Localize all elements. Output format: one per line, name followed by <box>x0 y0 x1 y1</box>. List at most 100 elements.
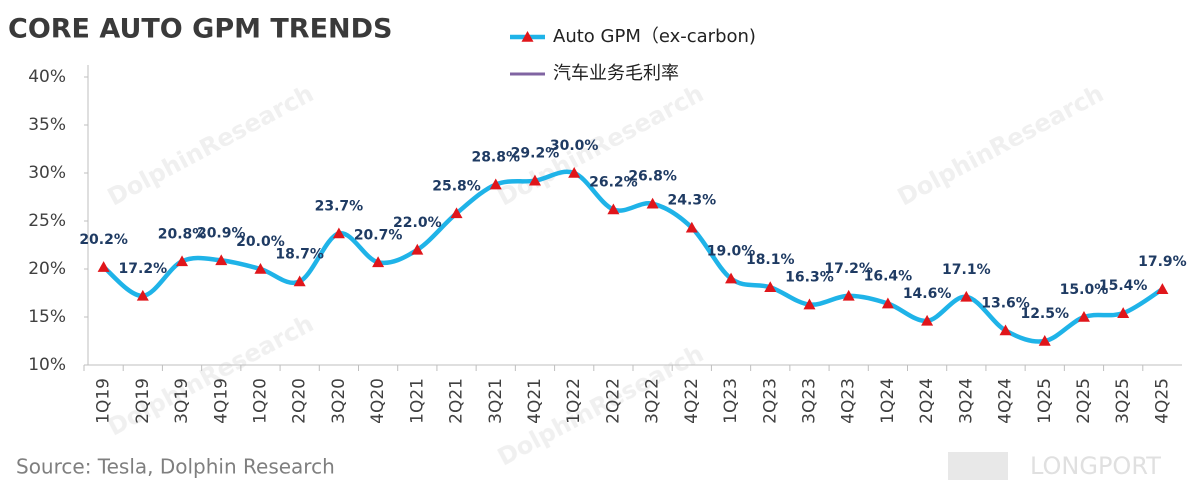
data-label: 23.7% <box>315 198 364 214</box>
data-label: 30.0% <box>550 138 599 154</box>
y-tick-label: 20% <box>28 259 66 279</box>
marker <box>685 221 698 233</box>
x-tick-label: 1Q22 <box>564 378 584 424</box>
data-label: 22.0% <box>393 215 442 231</box>
marker <box>607 203 620 215</box>
x-tick-label: 3Q23 <box>799 378 819 424</box>
data-label: 16.4% <box>864 269 913 285</box>
x-tick-label: 2Q24 <box>917 378 937 424</box>
data-label: 28.8% <box>471 150 520 166</box>
x-tick-label: 4Q21 <box>525 378 545 424</box>
marker <box>646 197 659 209</box>
x-tick-label: 4Q20 <box>368 378 388 424</box>
legend-marker <box>521 31 534 42</box>
marker <box>921 314 934 326</box>
data-label: 12.5% <box>1020 306 1069 322</box>
data-label: 24.3% <box>668 193 717 209</box>
marker <box>215 254 228 266</box>
marker <box>568 167 581 178</box>
x-tick-label: 3Q21 <box>486 378 506 424</box>
data-label: 20.2% <box>79 232 128 248</box>
x-tick-label: 4Q19 <box>211 378 231 424</box>
x-tick-label: 3Q24 <box>956 378 976 424</box>
marker <box>450 207 463 219</box>
chart-title: CORE AUTO GPM TRENDS <box>8 14 393 45</box>
x-tick-label: 2Q21 <box>447 378 467 424</box>
data-label: 20.7% <box>354 227 403 243</box>
data-label: 18.1% <box>746 252 795 268</box>
data-label: 29.2% <box>511 146 560 162</box>
brand-logo <box>948 452 1008 480</box>
marker <box>1038 335 1051 346</box>
x-tick-label: 1Q23 <box>721 378 741 424</box>
marker <box>528 174 541 186</box>
y-tick-label: 10% <box>28 355 66 375</box>
brand: LONGPORT <box>1030 452 1161 480</box>
marker <box>803 298 816 310</box>
x-tick-label: 4Q22 <box>682 378 702 424</box>
data-label: 17.2% <box>119 261 168 277</box>
data-label: 15.0% <box>1060 282 1109 298</box>
marker <box>254 263 267 274</box>
marker <box>999 324 1012 336</box>
x-tick-label: 1Q19 <box>94 378 114 424</box>
y-tick-label: 30% <box>28 163 66 183</box>
x-tick-label: 1Q20 <box>250 378 270 424</box>
marker <box>97 261 110 272</box>
x-tick-label: 3Q19 <box>172 378 192 424</box>
legend-label: Auto GPM（ex-carbon) <box>553 26 756 47</box>
marker <box>725 272 738 284</box>
marker <box>881 297 894 309</box>
x-tick-label: 1Q25 <box>1035 378 1055 424</box>
x-tick-label: 3Q20 <box>329 378 349 424</box>
data-label: 19.0% <box>707 244 756 260</box>
y-tick-label: 15% <box>28 307 66 327</box>
y-tick-label: 40% <box>28 67 66 87</box>
marker <box>842 289 855 301</box>
data-label: 17.9% <box>1138 254 1187 270</box>
x-tick-label: 2Q23 <box>760 378 780 424</box>
marker <box>176 255 189 267</box>
marker <box>411 243 424 255</box>
data-label: 25.8% <box>432 178 481 194</box>
data-label: 26.2% <box>589 174 638 190</box>
marker <box>293 275 306 287</box>
marker <box>1117 307 1130 318</box>
x-tick-label: 2Q20 <box>290 378 310 424</box>
x-tick-label: 1Q21 <box>407 378 427 424</box>
data-label: 18.7% <box>275 246 324 262</box>
y-tick-label: 25% <box>28 211 66 231</box>
x-tick-label: 2Q25 <box>1074 378 1094 424</box>
marker <box>764 281 777 293</box>
data-label: 17.1% <box>942 262 991 278</box>
x-tick-label: 4Q23 <box>839 378 859 424</box>
marker <box>332 227 345 239</box>
data-label: 20.8% <box>158 226 207 242</box>
x-tick-label: 3Q22 <box>643 378 663 424</box>
data-label: 17.2% <box>824 261 873 277</box>
legend-label: 汽车业务毛利率 <box>553 63 679 84</box>
data-label: 16.3% <box>785 270 834 286</box>
data-label: 26.8% <box>628 169 677 185</box>
y-tick-label: 35% <box>28 115 66 135</box>
watermark: DolphinResearch <box>103 79 318 211</box>
marker <box>1077 311 1090 322</box>
line <box>102 169 1164 344</box>
x-tick-label: 1Q24 <box>878 378 898 424</box>
x-tick-label: 4Q24 <box>996 378 1016 424</box>
x-tick-label: 3Q25 <box>1113 378 1133 424</box>
watermark: DolphinResearch <box>893 79 1108 211</box>
data-label: 20.9% <box>197 225 246 241</box>
x-tick-label: 4Q25 <box>1152 378 1172 424</box>
x-tick-label: 2Q22 <box>603 378 623 424</box>
marker <box>960 290 973 302</box>
data-label: 14.6% <box>903 286 952 302</box>
marker <box>372 256 385 268</box>
marker <box>136 289 149 301</box>
data-label: 13.6% <box>981 295 1030 311</box>
data-label: 20.0% <box>236 234 285 250</box>
marker <box>1156 283 1169 294</box>
marker <box>489 178 502 190</box>
x-tick-label: 2Q19 <box>133 378 153 424</box>
